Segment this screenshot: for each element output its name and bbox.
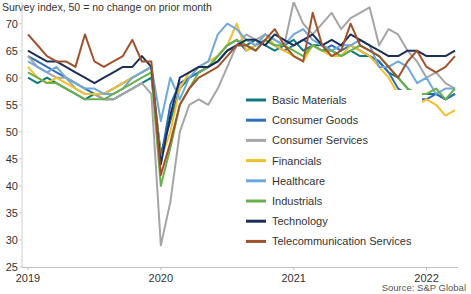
x-tick-label: 2021 bbox=[281, 272, 305, 284]
x-tick-label: 2019 bbox=[16, 272, 40, 284]
legend-swatch bbox=[246, 119, 266, 122]
legend-swatch bbox=[246, 220, 266, 223]
y-tick bbox=[19, 267, 22, 268]
x-axis-line bbox=[22, 267, 458, 268]
y-tick bbox=[19, 185, 22, 186]
legend-swatch bbox=[246, 99, 266, 102]
y-tick-label: 65 bbox=[6, 45, 18, 57]
y-tick bbox=[19, 50, 22, 51]
legend-label: Basic Materials bbox=[272, 94, 347, 106]
y-tick-label: 60 bbox=[6, 72, 18, 84]
x-tick bbox=[293, 267, 294, 270]
y-tick-label: 40 bbox=[6, 180, 18, 192]
y-tick bbox=[19, 131, 22, 132]
legend-box bbox=[240, 90, 422, 260]
legend-label: Technology bbox=[272, 215, 328, 227]
legend-swatch bbox=[246, 200, 266, 203]
y-tick bbox=[19, 23, 22, 24]
y-tick bbox=[19, 158, 22, 159]
legend-swatch bbox=[246, 179, 266, 182]
y-axis-line bbox=[22, 2, 23, 267]
y-tick-label: 50 bbox=[6, 126, 18, 138]
y-tick-label: 30 bbox=[6, 234, 18, 246]
y-tick-label: 45 bbox=[6, 153, 18, 165]
source: Source: S&P Global bbox=[382, 282, 466, 293]
y-tick-label: 35 bbox=[6, 207, 18, 219]
x-tick bbox=[28, 267, 29, 270]
y-tick bbox=[19, 77, 22, 78]
legend-label: Consumer Goods bbox=[272, 114, 359, 126]
legend-label: Consumer Services bbox=[272, 134, 368, 146]
legend-swatch bbox=[246, 159, 266, 162]
y-tick bbox=[19, 104, 22, 105]
subtitle: Survey index, 50 = no change on prior mo… bbox=[2, 1, 212, 13]
legend-swatch bbox=[246, 139, 266, 142]
y-tick bbox=[19, 212, 22, 213]
legend-label: Healthcare bbox=[272, 175, 325, 187]
legend-swatch bbox=[246, 240, 266, 243]
legend-label: Financials bbox=[272, 155, 322, 167]
legend-label: Telecommunication Services bbox=[272, 235, 412, 247]
y-tick bbox=[19, 239, 22, 240]
legend-label: Industrials bbox=[272, 195, 323, 207]
x-tick bbox=[160, 267, 161, 270]
y-tick-label: 70 bbox=[6, 18, 18, 30]
x-tick-label: 2020 bbox=[149, 272, 173, 284]
legend: Basic Materials Consumer Goods Consumer Se… bbox=[240, 90, 422, 260]
chart: Survey index, 50 = no change on prior mo… bbox=[0, 0, 471, 294]
x-tick bbox=[426, 267, 427, 270]
y-tick-label: 55 bbox=[6, 99, 18, 111]
